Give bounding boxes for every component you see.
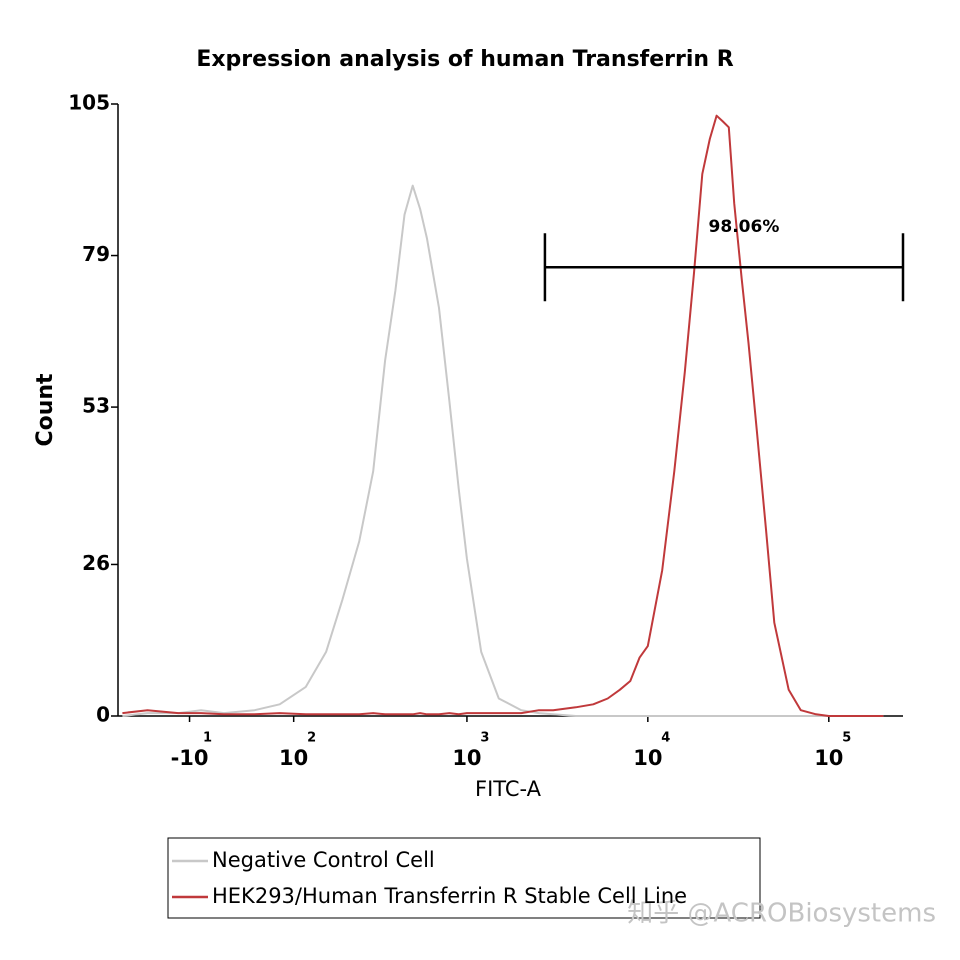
watermark: 知乎 @ACROBiosystems	[627, 899, 936, 929]
x-tick-label: 10	[452, 746, 481, 770]
x-tick-label: 10	[279, 746, 308, 770]
y-tick-label: 53	[82, 394, 110, 418]
chart-title: Expression analysis of human Transferrin…	[196, 47, 733, 72]
x-tick-label: 10	[633, 746, 662, 770]
x-tick-label: -10	[171, 746, 209, 770]
series-line	[122, 184, 884, 717]
y-tick-label: 79	[82, 242, 110, 266]
x-tick-exponent: 2	[307, 731, 316, 746]
series-line	[122, 114, 884, 717]
legend-label: HEK293/Human Transferrin R Stable Cell L…	[212, 884, 687, 908]
x-tick-exponent: 4	[661, 731, 670, 746]
y-tick-label: 105	[68, 91, 110, 115]
y-tick-label: 26	[82, 551, 110, 575]
x-tick-exponent: 1	[203, 731, 212, 746]
gate-label: 98.06%	[709, 217, 780, 237]
x-axis-label: FITC-A	[475, 777, 542, 801]
legend-label: Negative Control Cell	[212, 848, 435, 872]
y-tick-label: 0	[96, 703, 110, 727]
x-tick-label: 10	[814, 746, 843, 770]
legend-box	[167, 837, 761, 919]
x-tick-exponent: 3	[480, 731, 489, 746]
y-axis-label: Count	[33, 373, 58, 447]
x-tick-exponent: 5	[842, 731, 851, 746]
